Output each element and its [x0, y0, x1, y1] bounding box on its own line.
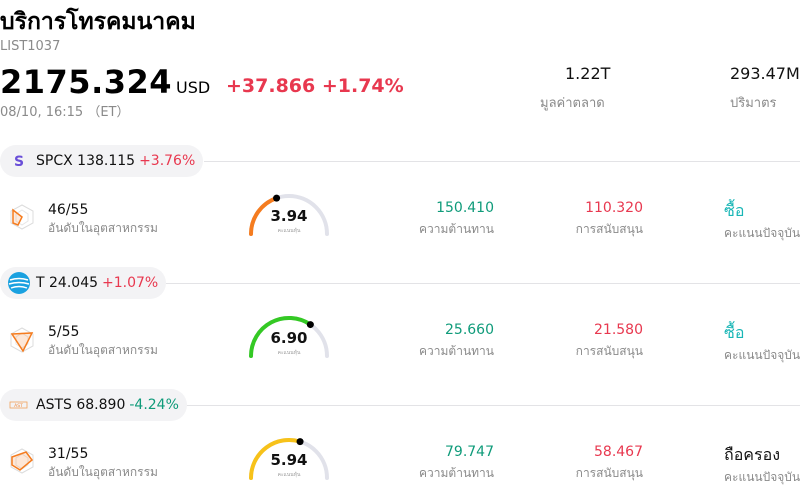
- index-change: +37.866 +1.74%: [226, 75, 404, 97]
- industry-rank: 31/55: [48, 446, 89, 462]
- index-price: 2175.324: [0, 63, 173, 101]
- gauge-fill: [249, 316, 313, 358]
- score-gauge-arc: [249, 194, 329, 236]
- svg-text:S: S: [14, 154, 24, 170]
- resistance-value: 150.410: [436, 200, 494, 216]
- resistance-value: 79.747: [445, 444, 494, 460]
- industry-rank-label: อันดับในอุตสาหกรรม: [48, 343, 158, 357]
- analyst-rating-label: คะแนนปัจจุบัน: [724, 348, 800, 362]
- gauge-fill: [249, 196, 279, 236]
- section-divider: [187, 405, 800, 406]
- stock-change: -4.24%: [129, 397, 179, 413]
- timestamp: 08/10, 16:15 （ET）: [0, 105, 130, 120]
- gauge-knob: [296, 438, 304, 446]
- stock-chip-asts[interactable]: AST ASTS 68.890 -4.24%: [0, 389, 187, 421]
- support-label: การสนับสนุน: [575, 344, 643, 358]
- industry-rank-icon: [10, 327, 34, 353]
- market-cap-value: 1.22T: [565, 64, 611, 83]
- resistance-value: 25.660: [445, 322, 494, 338]
- analyst-rating-label: คะแนนปัจจุบัน: [724, 226, 800, 240]
- analyst-rating: ซื้อ: [724, 201, 745, 220]
- industry-rank-label: อันดับในอุตสาหกรรม: [48, 465, 158, 479]
- stock-chip-t[interactable]: T 24.045 +1.07%: [0, 267, 167, 299]
- score-gauge-arc: [249, 316, 329, 358]
- support-value: 110.320: [585, 200, 643, 216]
- volume-value: 293.47M: [730, 64, 800, 83]
- industry-rank-icon: [10, 204, 34, 230]
- analyst-rating: ซื้อ: [724, 323, 745, 342]
- resistance-label: ความต้านทาน: [419, 466, 494, 480]
- index-ticker: LIST1037: [0, 39, 61, 54]
- score-gauge-arc: [249, 438, 329, 480]
- stock-chip-spcx[interactable]: S SPCX 138.115 +3.76%: [0, 145, 204, 177]
- asts-logo-icon: AST: [7, 393, 31, 417]
- svg-text:AST: AST: [14, 403, 23, 409]
- score-value: 6.90: [270, 329, 308, 347]
- resistance-label: ความต้านทาน: [419, 222, 494, 236]
- industry-rank: 5/55: [48, 324, 80, 340]
- support-label: การสนับสนุน: [575, 222, 643, 236]
- score-label: คะแนนหุ้น: [277, 350, 301, 356]
- att-globe-icon: [7, 271, 31, 295]
- score-gauge: 5.94 คะแนนหุ้น: [246, 435, 332, 481]
- support-value: 21.580: [594, 322, 643, 338]
- industry-rank: 46/55: [48, 202, 89, 218]
- section-divider: [166, 283, 800, 284]
- stock-change: +1.07%: [102, 275, 159, 291]
- spcx-logo-icon: S: [7, 149, 31, 173]
- gauge-knob: [273, 194, 281, 202]
- currency-label: USD: [176, 78, 211, 97]
- score-gauge: 3.94 คะแนนหุ้น: [246, 191, 332, 237]
- page-title: บริการโทรคมนาคม: [0, 9, 196, 35]
- analyst-rating: ถือครอง: [724, 445, 781, 464]
- stock-symbol: SPCX: [36, 153, 73, 169]
- stock-price: 68.890: [76, 397, 126, 413]
- gauge-fill: [249, 438, 303, 480]
- support-value: 58.467: [594, 444, 643, 460]
- score-label: คะแนนหุ้น: [277, 472, 301, 478]
- stock-symbol: ASTS: [36, 397, 72, 413]
- industry-rank-label: อันดับในอุตสาหกรรม: [48, 221, 158, 235]
- score-label: คะแนนหุ้น: [277, 228, 301, 234]
- volume-label: ปริมาตร: [730, 96, 777, 111]
- gauge-knob: [306, 321, 314, 329]
- industry-rank-icon: [10, 448, 34, 474]
- stock-symbol: T: [36, 275, 45, 291]
- score-value: 5.94: [270, 451, 308, 469]
- score-value: 3.94: [270, 207, 308, 225]
- analyst-rating-label: คะแนนปัจจุบัน: [724, 470, 800, 484]
- score-gauge: 6.90 คะแนนหุ้น: [246, 313, 332, 359]
- support-label: การสนับสนุน: [575, 466, 643, 480]
- resistance-label: ความต้านทาน: [419, 344, 494, 358]
- stock-price: 138.115: [77, 153, 136, 169]
- section-divider: [204, 161, 800, 162]
- market-cap-label: มูลค่าตลาด: [540, 96, 605, 111]
- stock-price: 24.045: [49, 275, 99, 291]
- stock-change: +3.76%: [139, 153, 196, 169]
